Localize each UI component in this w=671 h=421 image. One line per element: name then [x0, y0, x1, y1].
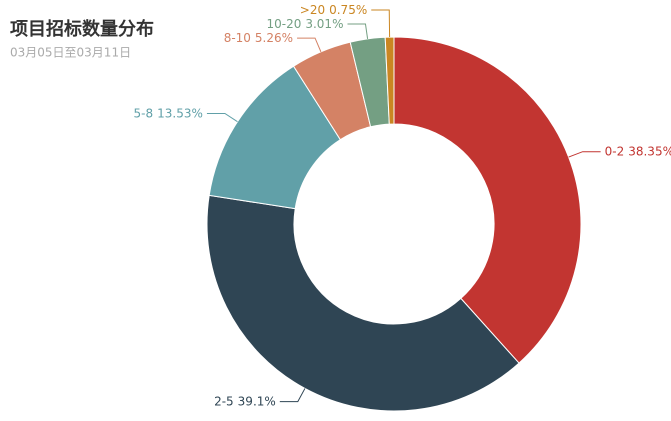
value-label: 3.01% [305, 17, 343, 31]
category-label: 2-5 [214, 394, 234, 408]
label-line [371, 9, 391, 38]
value-label: 13.53% [157, 106, 203, 120]
data-label: 0-2 38.35% [605, 144, 671, 158]
pie-slice [393, 36, 582, 364]
category-label: 0-2 [605, 144, 625, 158]
value-label: 5.26% [255, 31, 293, 45]
data-label: 2-5 39.1% [214, 394, 276, 408]
category-label: 8-10 [224, 31, 251, 45]
category-label: >20 [300, 3, 325, 17]
value-label: 38.35% [628, 144, 671, 158]
category-label: 10-20 [266, 17, 301, 31]
label-line [347, 23, 369, 39]
label-line [568, 151, 601, 158]
chart-subtitle: 03月05日至03月11日 [10, 46, 131, 60]
value-label: 39.1% [238, 394, 276, 408]
label-line [297, 37, 322, 53]
chart-title: 项目招标数量分布 [10, 18, 154, 40]
data-label: 5-8 13.53% [134, 106, 203, 120]
pie-slice [206, 194, 520, 412]
category-label: 5-8 [134, 106, 154, 120]
value-label: 0.75% [329, 3, 367, 17]
pie-slice [384, 36, 395, 125]
data-label: 10-20 3.01% [266, 17, 343, 31]
label-line [279, 388, 306, 403]
data-label: 8-10 5.26% [224, 31, 293, 45]
label-line [206, 112, 238, 123]
data-label: >20 0.75% [300, 3, 367, 17]
